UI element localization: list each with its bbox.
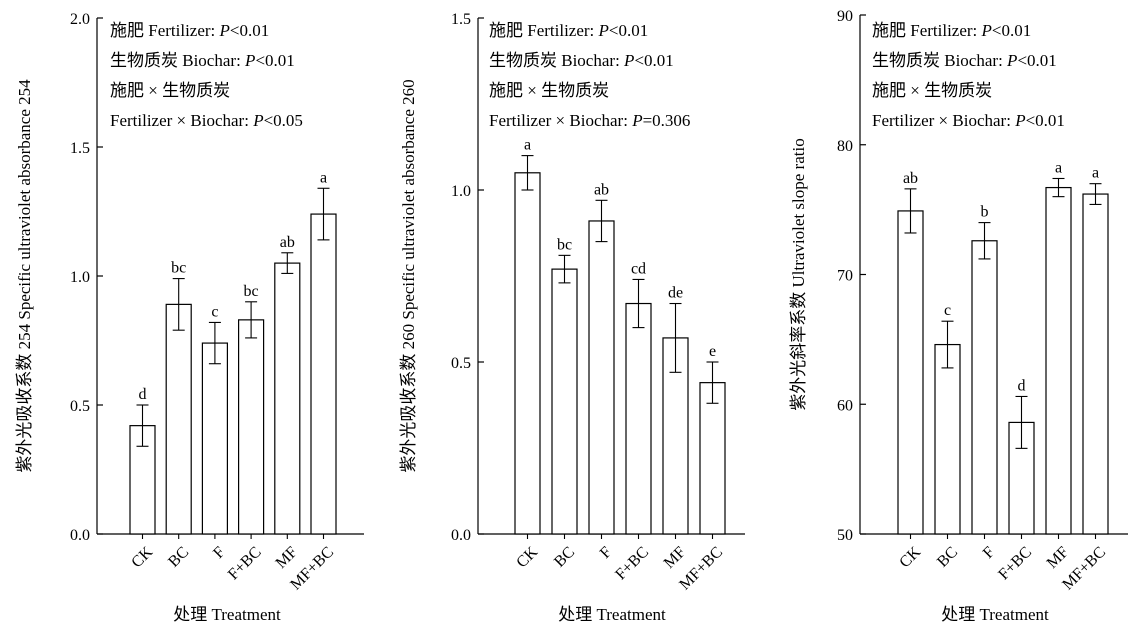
y-axis-label: 紫外光吸收系数 260 Specific ultraviolet absorba… <box>399 79 418 472</box>
x-tick-label: F <box>597 544 615 562</box>
y-tick-label: 0.0 <box>451 527 471 544</box>
x-tick-label: BC <box>934 544 961 571</box>
significance-label: a <box>1055 159 1062 176</box>
significance-label: ab <box>594 181 609 198</box>
x-axis-label: 处理 Treatment <box>941 605 1049 624</box>
significance-label: ab <box>903 170 918 187</box>
x-tick-label: CK <box>128 543 156 571</box>
stat-annotation: 生物质炭 Biochar: P<0.01 <box>110 51 295 70</box>
x-axis-label: 处理 Treatment <box>173 605 281 624</box>
stat-annotation: Fertilizer × Biochar: P=0.306 <box>489 111 690 130</box>
bar <box>274 262 301 535</box>
significance-label: ab <box>280 234 295 251</box>
y-tick-label: 0.5 <box>451 355 471 372</box>
significance-label: de <box>668 285 683 302</box>
stat-annotation: Fertilizer × Biochar: P<0.01 <box>872 111 1065 130</box>
stat-annotation: 施肥 Fertilizer: P<0.01 <box>489 21 648 40</box>
y-tick-label: 60 <box>837 397 853 414</box>
y-tick-label: 1.0 <box>70 269 90 286</box>
x-axis-label: 处理 Treatment <box>558 605 666 624</box>
bar <box>551 268 578 535</box>
significance-label: a <box>524 137 531 154</box>
significance-label: c <box>211 303 218 320</box>
significance-label: d <box>1018 377 1026 394</box>
x-tick-label: BC <box>165 544 192 571</box>
significance-label: c <box>944 302 951 319</box>
y-tick-label: 0.5 <box>70 398 90 415</box>
y-tick-label: 50 <box>837 527 853 544</box>
y-tick-label: 1.0 <box>451 183 471 200</box>
stat-annotation: 生物质炭 Biochar: P<0.01 <box>872 51 1057 70</box>
y-tick-label: 2.0 <box>70 11 90 28</box>
y-tick-label: 1.5 <box>70 140 90 157</box>
x-tick-label: MF <box>661 544 689 572</box>
bar <box>588 220 615 535</box>
x-tick-label: CK <box>896 543 924 571</box>
stat-annotation: Fertilizer × Biochar: P<0.05 <box>110 111 303 130</box>
bar <box>699 382 726 535</box>
x-tick-label: F+BC <box>225 544 265 584</box>
significance-label: a <box>1092 165 1099 182</box>
y-tick-label: 0.0 <box>70 527 90 544</box>
chart-panel-3: 5060708090abCKcBCbFdF+BCaMFaMF+BC紫外光斜率系数… <box>789 8 1128 624</box>
bar <box>514 172 541 535</box>
x-tick-label: F+BC <box>612 544 652 584</box>
y-axis-label: 紫外光斜率系数 Ultraviolet slope ratio <box>789 138 808 410</box>
significance-label: bc <box>557 236 572 253</box>
stat-annotation: 生物质炭 Biochar: P<0.01 <box>489 51 674 70</box>
x-tick-label: CK <box>513 543 541 571</box>
chart-panel-1: 0.00.51.01.52.0dCKbcBCcFbcF+BCabMFaMF+BC… <box>15 11 364 624</box>
x-tick-label: MF <box>273 544 301 572</box>
stat-annotation: 施肥 × 生物质炭 <box>872 81 992 100</box>
y-tick-label: 80 <box>837 138 853 155</box>
bar <box>1045 186 1072 535</box>
significance-label: d <box>139 386 147 403</box>
significance-label: bc <box>244 283 259 300</box>
y-axis-label: 紫外光吸收系数 254 Specific ultraviolet absorba… <box>15 79 34 473</box>
bar <box>310 213 337 535</box>
x-tick-label: BC <box>551 544 578 571</box>
bar <box>625 302 652 535</box>
significance-label: bc <box>171 260 186 277</box>
bar <box>934 343 961 535</box>
y-tick-label: 90 <box>837 8 853 25</box>
x-tick-label: F+BC <box>995 544 1035 584</box>
y-tick-label: 1.5 <box>451 11 471 28</box>
chart-panel-2: 0.00.51.01.5aCKbcBCabFcdF+BCdeMFeMF+BC紫外… <box>399 11 745 624</box>
x-tick-label: F <box>980 544 998 562</box>
bar <box>201 342 228 535</box>
bar <box>165 303 192 535</box>
stat-annotation: 施肥 × 生物质炭 <box>110 81 230 100</box>
x-tick-label: F <box>210 544 228 562</box>
stat-annotation: 施肥 × 生物质炭 <box>489 81 609 100</box>
bar <box>1082 193 1109 535</box>
significance-label: b <box>981 204 989 221</box>
significance-label: e <box>709 343 716 360</box>
significance-label: a <box>320 169 327 186</box>
y-tick-label: 70 <box>837 268 853 285</box>
stat-annotation: 施肥 Fertilizer: P<0.01 <box>110 21 269 40</box>
stat-annotation: 施肥 Fertilizer: P<0.01 <box>872 21 1031 40</box>
bar <box>897 210 924 535</box>
bar <box>971 240 998 535</box>
x-tick-label: MF <box>1044 544 1072 572</box>
significance-label: cd <box>631 260 646 277</box>
bar <box>238 319 265 535</box>
